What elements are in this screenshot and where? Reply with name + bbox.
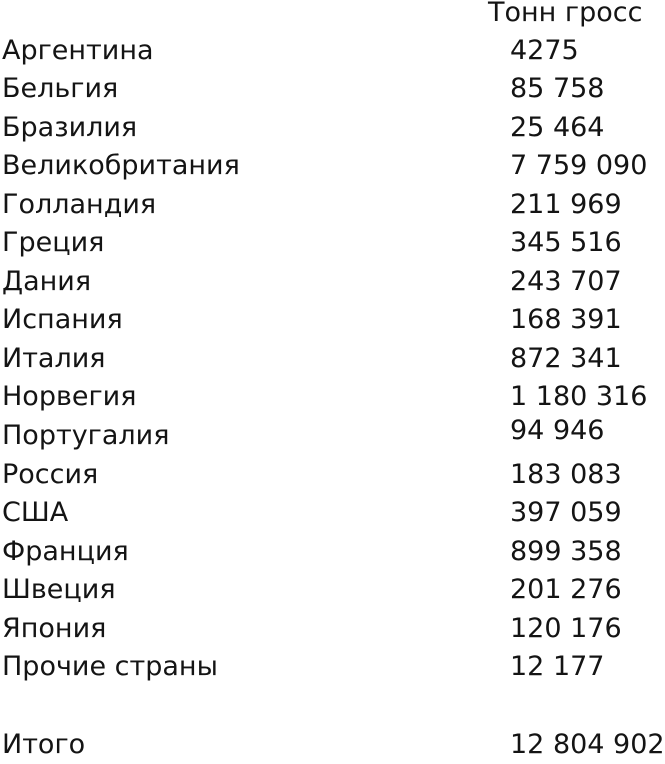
table-row: Бразилия 25 464 (0, 109, 665, 147)
table-row: Великобритания 7 759 090 (0, 147, 665, 185)
table-row: Норвегия 1 180 316 (0, 378, 665, 416)
tonnage-value: 168 391 (510, 304, 622, 335)
country-name: Япония (2, 613, 107, 644)
country-name: Аргентина (2, 35, 154, 66)
table-row: Дания 243 707 (0, 263, 665, 301)
tonnage-value: 872 341 (510, 343, 622, 374)
country-name: Голландия (2, 189, 157, 220)
table-row: Греция 345 516 (0, 224, 665, 262)
tonnage-value: 85 758 (510, 73, 605, 104)
country-name: Россия (2, 459, 99, 490)
table-row: Прочие страны 12 177 (0, 648, 665, 686)
tonnage-value: 1 180 316 (510, 381, 648, 412)
country-name: Норвегия (2, 381, 137, 412)
tonnage-value: 4275 (510, 35, 579, 66)
country-name: Дания (2, 266, 92, 297)
country-name: Португалия (2, 420, 170, 451)
total-label: Итого (2, 729, 86, 760)
tonnage-value: 94 946 (510, 415, 605, 446)
country-name: Бразилия (2, 112, 138, 143)
tonnage-value: 397 059 (510, 497, 622, 528)
country-name: Греция (2, 227, 105, 258)
table-row: Япония 120 176 (0, 610, 665, 648)
tonnage-value: 243 707 (510, 266, 622, 297)
column-header-tonnage: Тонн гросс (488, 0, 643, 28)
table-row: США 397 059 (0, 494, 665, 532)
tonnage-value: 201 276 (510, 574, 622, 605)
table-row: Швеция 201 276 (0, 571, 665, 609)
table-row: Голландия 211 969 (0, 186, 665, 224)
country-name: Испания (2, 304, 123, 335)
country-name: Бельгия (2, 73, 119, 104)
tonnage-value: 7 759 090 (510, 150, 648, 181)
tonnage-value: 120 176 (510, 613, 622, 644)
country-name: Италия (2, 343, 106, 374)
tonnage-value: 25 464 (510, 112, 605, 143)
tonnage-value: 12 177 (510, 651, 605, 682)
country-name: Великобритания (2, 150, 240, 181)
table-row: Аргентина 4275 (0, 32, 665, 70)
tonnage-value: 345 516 (510, 227, 622, 258)
total-row: Итого 12 804 902 (0, 726, 665, 764)
table-row: Италия 872 341 (0, 340, 665, 378)
table-row: Россия 183 083 (0, 456, 665, 494)
country-name: Швеция (2, 574, 116, 605)
country-name: Прочие страны (2, 651, 218, 682)
tonnage-value: 899 358 (510, 536, 622, 567)
tonnage-value: 183 083 (510, 459, 622, 490)
table-row: Испания 168 391 (0, 301, 665, 339)
country-name: США (2, 497, 69, 528)
table-row: Португалия 94 946 (0, 415, 665, 455)
total-value: 12 804 902 (510, 729, 665, 760)
country-name: Франция (2, 536, 129, 567)
table-row: Бельгия 85 758 (0, 70, 665, 108)
table-row: Франция 899 358 (0, 533, 665, 571)
tonnage-value: 211 969 (510, 189, 622, 220)
